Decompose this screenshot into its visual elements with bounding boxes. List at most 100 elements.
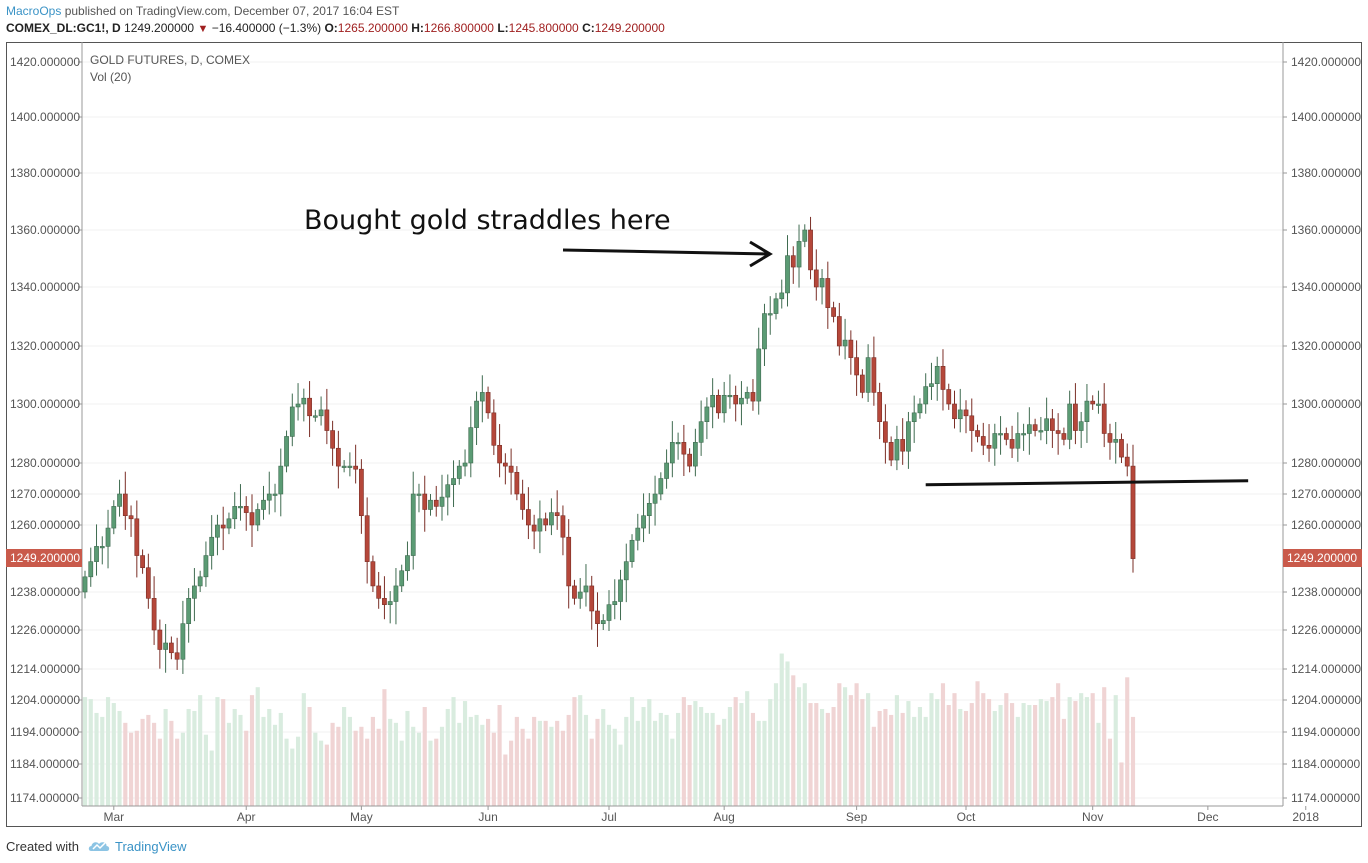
candle-body[interactable] <box>186 598 192 624</box>
candle-body[interactable] <box>1003 433 1009 440</box>
candle-body[interactable] <box>802 229 808 242</box>
candle-body[interactable] <box>359 468 364 517</box>
candle-body[interactable] <box>238 506 243 509</box>
candle-body[interactable] <box>284 436 289 467</box>
candle-body[interactable] <box>946 389 952 405</box>
candle-body[interactable] <box>145 567 151 599</box>
candle-body[interactable] <box>669 442 675 464</box>
candle-body[interactable] <box>1096 403 1101 406</box>
candle-body[interactable] <box>779 292 785 300</box>
candle-body[interactable] <box>1067 403 1073 440</box>
candle-body[interactable] <box>537 518 543 532</box>
candle-body[interactable] <box>842 339 848 347</box>
candle-body[interactable] <box>998 433 1003 436</box>
candle-body[interactable] <box>1119 439 1124 458</box>
candle-body[interactable] <box>831 307 836 317</box>
candle-body[interactable] <box>577 591 583 599</box>
candle-body[interactable] <box>387 601 393 605</box>
candle-body[interactable] <box>1084 400 1090 423</box>
candle-body[interactable] <box>232 506 238 520</box>
candle-body[interactable] <box>243 506 249 513</box>
candle-body[interactable] <box>549 512 554 526</box>
candle-body[interactable] <box>451 478 456 485</box>
candle-body[interactable] <box>88 561 94 578</box>
candle-body[interactable] <box>773 298 779 314</box>
candle-body[interactable] <box>1038 430 1044 433</box>
candle-body[interactable] <box>531 524 537 532</box>
candle-body[interactable] <box>485 392 491 414</box>
candle-body[interactable] <box>428 499 433 510</box>
candle-body[interactable] <box>900 439 906 452</box>
candle-body[interactable] <box>347 465 353 468</box>
candle-body[interactable] <box>710 394 716 408</box>
candle-body[interactable] <box>255 509 261 526</box>
candle-body[interactable] <box>917 403 923 414</box>
candle-body[interactable] <box>854 357 859 376</box>
candle-body[interactable] <box>923 386 929 405</box>
candle-body[interactable] <box>785 255 790 294</box>
candle-body[interactable] <box>652 493 658 504</box>
candle-body[interactable] <box>975 430 980 437</box>
candle-body[interactable] <box>192 585 197 599</box>
candle-body[interactable] <box>508 465 514 473</box>
candle-body[interactable] <box>295 403 301 408</box>
tradingview-brand[interactable]: TradingView <box>87 839 187 854</box>
candle-body[interactable] <box>721 394 727 414</box>
candle-body[interactable] <box>612 601 618 605</box>
candle-body[interactable] <box>261 499 266 510</box>
candle-body[interactable] <box>1050 418 1055 431</box>
candle-body[interactable] <box>560 515 566 538</box>
candle-body[interactable] <box>629 539 635 562</box>
candle-body[interactable] <box>1015 433 1021 449</box>
candle-body[interactable] <box>134 518 140 556</box>
candle-body[interactable] <box>883 421 888 443</box>
candle-body[interactable] <box>474 400 479 428</box>
candle-body[interactable] <box>641 515 646 529</box>
candle-body[interactable] <box>330 430 335 449</box>
candle-body[interactable] <box>1009 439 1015 449</box>
candle-body[interactable] <box>376 585 382 599</box>
candle-body[interactable] <box>94 546 99 562</box>
candle-body[interactable] <box>980 436 986 446</box>
candle-body[interactable] <box>197 576 203 587</box>
candle-body[interactable] <box>756 348 762 402</box>
candle-body[interactable] <box>220 524 226 529</box>
candle-body[interactable] <box>906 421 911 452</box>
candle-body[interactable] <box>439 496 445 507</box>
candle-body[interactable] <box>957 409 963 420</box>
candle-body[interactable] <box>335 447 341 467</box>
candle-body[interactable] <box>301 397 307 405</box>
candle-body[interactable] <box>1107 433 1113 443</box>
author-link[interactable]: MacroOps <box>6 4 62 18</box>
candle-body[interactable] <box>888 442 894 461</box>
candle-body[interactable] <box>992 433 998 449</box>
candle-body[interactable] <box>479 392 485 402</box>
candle-body[interactable] <box>1078 421 1084 431</box>
candle-body[interactable] <box>1044 418 1049 431</box>
candle-body[interactable] <box>278 465 284 495</box>
candle-body[interactable] <box>796 241 802 268</box>
candle-body[interactable] <box>393 585 399 602</box>
candle-body[interactable] <box>704 406 710 423</box>
candle-body[interactable] <box>963 409 969 417</box>
candle-body[interactable] <box>468 427 474 464</box>
candle-body[interactable] <box>122 493 128 517</box>
candle-body[interactable] <box>1061 433 1067 440</box>
candle-body[interactable] <box>595 610 600 624</box>
candle-body[interactable] <box>151 598 157 631</box>
candle-body[interactable] <box>399 570 405 587</box>
candle-body[interactable] <box>318 409 324 417</box>
candle-body[interactable] <box>744 392 750 399</box>
candle-body[interactable] <box>526 509 531 526</box>
candle-body[interactable] <box>739 397 744 405</box>
candle-body[interactable] <box>1113 439 1119 443</box>
candle-body[interactable] <box>600 620 606 624</box>
candle-body[interactable] <box>422 493 428 510</box>
candle-body[interactable] <box>1021 433 1026 436</box>
candle-body[interactable] <box>99 546 105 549</box>
candle-body[interactable] <box>687 453 692 467</box>
candle-body[interactable] <box>952 403 957 420</box>
candle-body[interactable] <box>491 412 497 446</box>
candle-body[interactable] <box>848 339 854 358</box>
candle-body[interactable] <box>117 493 122 507</box>
